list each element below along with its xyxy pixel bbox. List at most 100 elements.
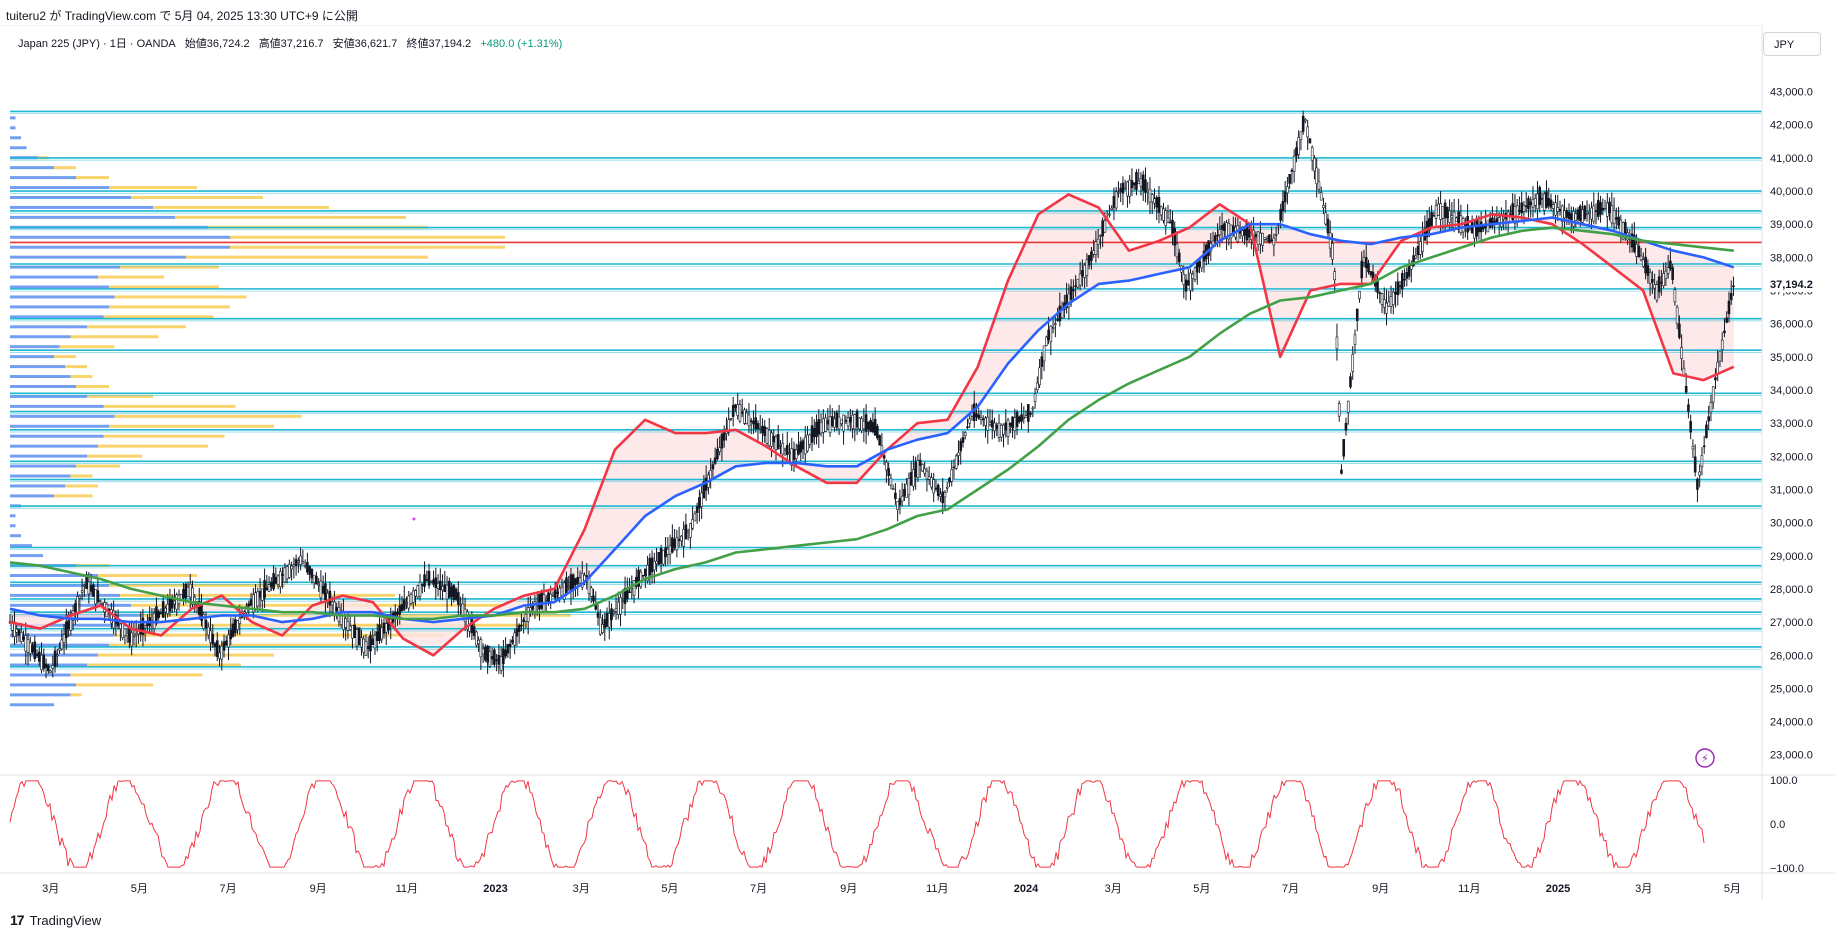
candle-body (772, 436, 776, 443)
candle-body (684, 524, 688, 540)
candle-body (1635, 243, 1638, 257)
candle-body (263, 580, 266, 598)
candle-body (1410, 265, 1413, 270)
candle-body (267, 584, 271, 592)
candle-body (776, 434, 780, 450)
candle-body (1331, 243, 1334, 260)
candle-body (1301, 115, 1305, 132)
candle-body (439, 580, 442, 591)
candle-body (711, 464, 715, 470)
candle-body (862, 420, 866, 430)
volume-profile-up-bar (10, 544, 32, 548)
candle-body (1486, 220, 1490, 233)
candle-body (977, 414, 981, 419)
candle-body (1664, 270, 1668, 279)
candle-body (1705, 424, 1708, 438)
candle-body (650, 557, 654, 573)
candle-body (1132, 182, 1136, 186)
currency-button[interactable]: JPY (1763, 32, 1821, 56)
candle-body (583, 574, 586, 581)
candle-body (1337, 403, 1341, 417)
candle-body (1036, 382, 1039, 390)
volume-profile-up-bar (10, 176, 76, 180)
candle-body (1288, 174, 1291, 184)
candle-body (891, 488, 895, 490)
candle-body (1565, 210, 1569, 218)
candle-body (722, 430, 726, 441)
candle-body (1678, 323, 1681, 338)
candle-body (1184, 279, 1188, 292)
price-tick-label: 24,000.0 (1770, 717, 1813, 729)
price-tick-label: 40,000.0 (1770, 186, 1813, 198)
candle-body (853, 414, 857, 430)
volume-profile-up-bar (10, 186, 109, 190)
candle-body (1342, 439, 1346, 457)
candle-body (457, 592, 460, 605)
candle-body (373, 634, 377, 649)
candle-body (578, 577, 582, 584)
volume-profile-down-bar (153, 205, 329, 209)
candle-body (752, 420, 755, 425)
candle-body (916, 460, 920, 478)
candle-body (1439, 203, 1442, 220)
candle-body (1069, 286, 1073, 300)
volume-profile-up-bar (10, 534, 21, 538)
candle-body (1380, 293, 1384, 305)
candle-body (1004, 422, 1008, 431)
candle-body (1141, 174, 1145, 191)
candle-body (1099, 235, 1102, 237)
tradingview-logo-icon: 17 (10, 912, 25, 928)
candle-body (1270, 239, 1273, 242)
candle-body (630, 588, 634, 591)
candle-body (1335, 336, 1339, 350)
candle-body (808, 434, 812, 445)
candle-body (229, 629, 233, 640)
oscillator-tick-label: 100.0 (1770, 775, 1798, 787)
candle-body (270, 582, 273, 588)
close-value: 終値37,194.2 (406, 38, 472, 50)
candle-body (1558, 208, 1562, 212)
candle-body (121, 622, 124, 638)
price-tick-label: 26,000.0 (1770, 650, 1813, 662)
candle-body (837, 416, 841, 430)
candle-body (1437, 203, 1440, 216)
pane-top-border (0, 25, 1762, 26)
candle-body (481, 648, 485, 655)
candle-body (459, 603, 462, 606)
last-price-box (1764, 275, 1832, 293)
candle-body (680, 535, 683, 542)
candle-body (44, 663, 48, 668)
candle-body (233, 619, 237, 634)
candle-body (1702, 445, 1706, 448)
candle-body (484, 646, 487, 661)
high-value: 高値37,216.7 (258, 38, 324, 50)
candle-body (1723, 330, 1726, 334)
candle-body (1241, 230, 1244, 237)
alert-lightning-icon[interactable] (1695, 748, 1715, 768)
candle-body (668, 545, 672, 555)
candle-body (1123, 187, 1127, 190)
candle-body (31, 645, 34, 653)
candle-body (927, 476, 931, 480)
candle-body (558, 587, 562, 598)
candle-body (1633, 234, 1636, 252)
volume-profile-down-bar (70, 375, 93, 379)
tradingview-brand[interactable]: 17 TradingView (10, 912, 101, 928)
candle-body (1434, 205, 1438, 219)
candle-body (731, 404, 735, 417)
candle-body (1578, 205, 1582, 221)
candle-body (788, 452, 791, 455)
candle-body (540, 591, 543, 609)
oscillator-line (9, 779, 1705, 869)
candle-body (1313, 157, 1316, 172)
candle-body (319, 580, 323, 599)
price-tick-label: 39,000.0 (1770, 219, 1813, 231)
candle-body (265, 587, 269, 591)
candle-body (411, 590, 415, 603)
symbol-label[interactable]: Japan 225 (JPY) · 1日 · OANDA (18, 38, 176, 50)
candle-body (1443, 202, 1447, 219)
volume-profile-up-bar (10, 484, 65, 488)
publish-info: tuiteru2 が TradingView.com で 5月 04, 2025… (6, 9, 358, 23)
candle-body (1049, 325, 1053, 343)
